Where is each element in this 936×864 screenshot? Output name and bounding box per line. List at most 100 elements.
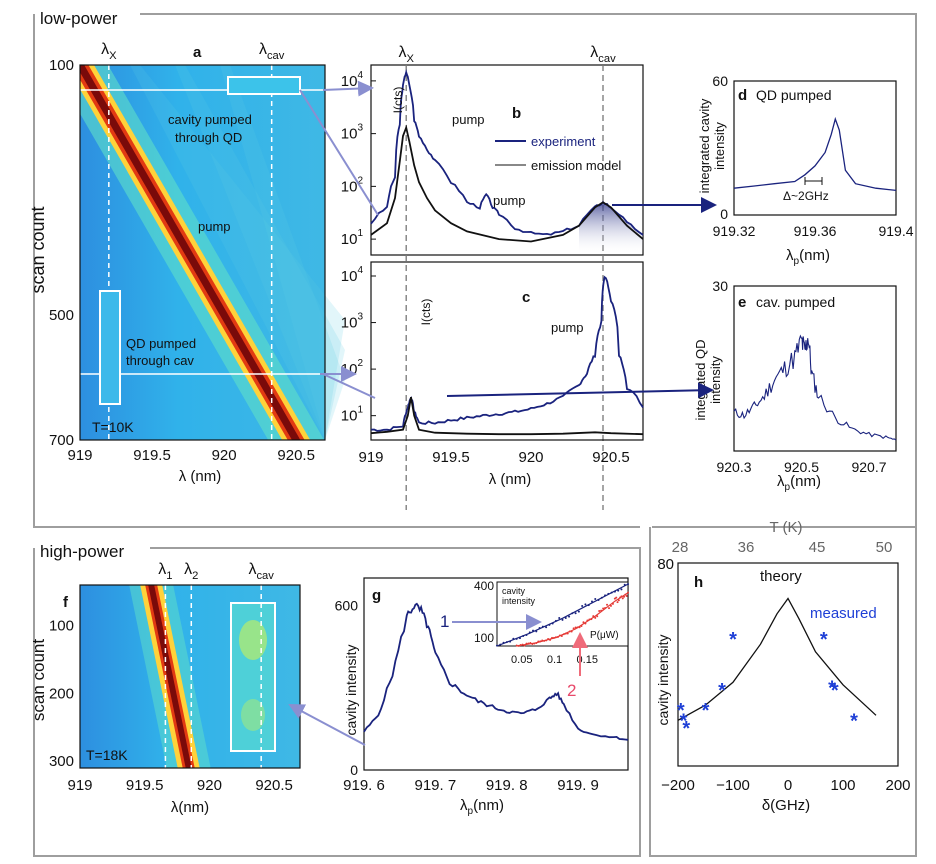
inset-point (522, 634, 525, 637)
inset-point (562, 633, 565, 636)
y-axis-label: intensity (712, 122, 727, 170)
y-tick-label: 300 (49, 753, 74, 770)
inset-x-tick: 0.15 (577, 654, 598, 666)
inset-point (582, 621, 585, 624)
inset-point (616, 601, 619, 604)
connector-a-b-head (322, 80, 374, 97)
inset-point (561, 618, 564, 621)
panel-b: λX λcav101102103104I(cts)bpumppumpexperim… (341, 44, 644, 510)
inset-point (529, 641, 532, 644)
inset-point (535, 630, 538, 633)
inset-point (627, 591, 629, 594)
x-axis-subscript: p (468, 806, 474, 817)
panel-title: cav. pumped (756, 294, 835, 310)
x-tick-label: 920 (212, 447, 237, 464)
inset-point (621, 597, 624, 600)
inset-point (505, 641, 508, 644)
inset-point (556, 636, 559, 639)
x-tick-label: 919 (67, 447, 92, 464)
x-tick-label: 919. 6 (343, 777, 385, 794)
y-tick-label: 0 (350, 762, 358, 778)
measured-point: * (702, 700, 710, 722)
inset-point (620, 588, 623, 591)
inset-point (610, 591, 613, 594)
lambda-symbol: λ (259, 41, 267, 58)
marker-label: λcav (590, 44, 616, 65)
y-axis-label: I(cts) (419, 299, 433, 326)
inset-point (617, 589, 620, 592)
x-axis-label: λ(nm) (171, 799, 209, 816)
experiment-series (370, 68, 644, 236)
inset-point (539, 640, 542, 643)
x-tick-label: −200 (661, 777, 695, 794)
lambda-subscript: cav (598, 53, 616, 65)
inset-point (623, 583, 626, 586)
y-tick-label: 104 (341, 70, 364, 90)
inset-point (570, 630, 573, 633)
inset-point (581, 605, 584, 608)
inset-point (554, 619, 557, 622)
inset-point (564, 616, 567, 619)
model-series (370, 396, 644, 436)
x-axis-unit: (nm) (799, 247, 830, 264)
y-tick-label: 101 (341, 228, 364, 248)
inset-point (496, 644, 498, 647)
plot-frame (677, 562, 899, 767)
inset-point (533, 642, 536, 645)
inset-point (576, 626, 579, 629)
inset-point (627, 583, 629, 586)
low-power-frame: low-power (33, 9, 917, 528)
panel-title: QD pumped (756, 87, 831, 103)
lambda-symbol: λ (590, 44, 598, 61)
x-axis-subscript: p (794, 256, 800, 267)
x-tick-label: 920.3 (716, 459, 751, 475)
lambda-symbol: λ (184, 561, 192, 578)
cavity-box (227, 76, 301, 95)
x-tick-label: 919.5 (126, 777, 164, 794)
cavity-spot (239, 620, 267, 660)
x-tick-label: 920.5 (784, 459, 819, 475)
legend-label: experiment (531, 134, 596, 149)
high-power-label: high-power (40, 542, 124, 561)
inset-point (574, 612, 577, 615)
inset-y-label: cavity (502, 586, 526, 596)
y-tick-label: 103 (341, 123, 364, 143)
x-tick-label: 919.5 (432, 449, 470, 466)
pump-band (129, 585, 211, 768)
y-tick-exponent: 1 (357, 405, 363, 416)
lambda-subscript: 2 (192, 570, 198, 582)
x-tick-label: 920.5 (277, 447, 315, 464)
inset-point (502, 641, 505, 644)
inset-point (509, 640, 512, 643)
inset-point (528, 631, 531, 634)
inset-point (604, 607, 607, 610)
legend-label: emission model (531, 158, 621, 173)
inset-point (594, 597, 597, 600)
inset-point (531, 642, 534, 645)
lambda-subscript: cav (256, 570, 274, 582)
inset-y-tick: 400 (474, 579, 494, 593)
inset-point (547, 637, 550, 640)
data-series (363, 602, 629, 741)
y-axis-label: scan count (28, 206, 48, 293)
inset-point (602, 607, 605, 610)
inset-point (554, 636, 557, 639)
lambda-symbol: λ (101, 41, 109, 58)
inset-point (537, 640, 540, 643)
x-tick-label: 919.4 (878, 223, 913, 239)
inset-point (623, 595, 626, 598)
inset-point (600, 596, 603, 599)
theory-series (677, 597, 877, 721)
inset-point (574, 626, 577, 629)
plot-frame (370, 64, 644, 256)
annotation: pump (551, 320, 584, 335)
annotation: T=18K (86, 747, 128, 763)
x-tick-label: 919. 9 (557, 777, 599, 794)
marker-label: λcav (248, 561, 274, 582)
experiment-series (370, 275, 644, 432)
top-tick-label: 28 (672, 539, 689, 556)
x-tick-label: 920.5 (592, 449, 630, 466)
inset-point (615, 596, 618, 599)
